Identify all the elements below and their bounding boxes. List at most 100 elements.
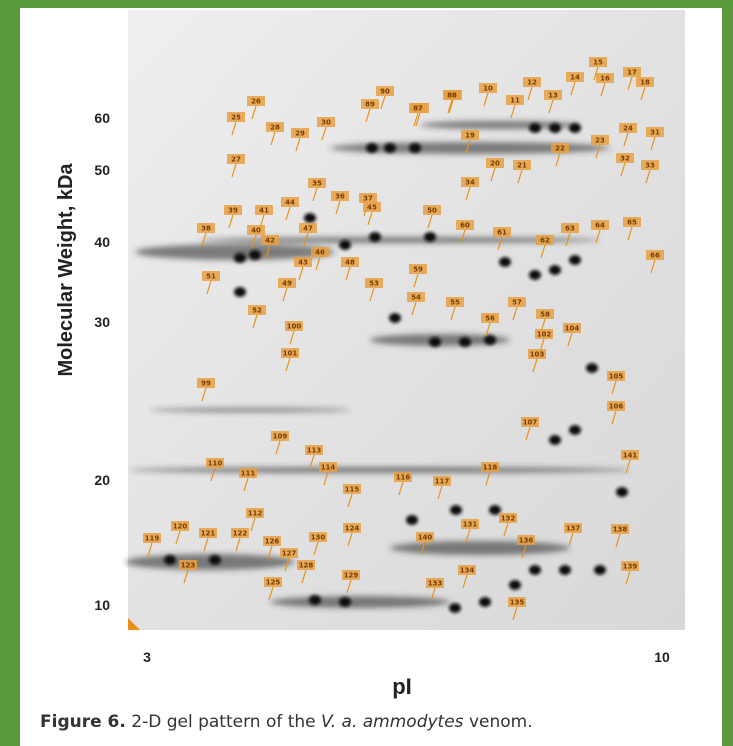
- spot-label: 34: [465, 179, 475, 187]
- spot-label: 109: [273, 433, 288, 441]
- spot: [509, 580, 521, 590]
- spot-label: 43: [298, 259, 308, 267]
- spot-label: 139: [623, 563, 638, 571]
- spot: [484, 335, 496, 345]
- spot-label: 132: [501, 515, 516, 523]
- spot-label: 103: [530, 351, 545, 359]
- spot: [449, 603, 461, 613]
- spot-label: 63: [565, 225, 575, 233]
- spot-label: 11: [510, 97, 520, 105]
- x-tick-label: 10: [654, 649, 670, 665]
- figure: 1516171814121310119826252829273089908788…: [0, 0, 733, 746]
- spot-label: 111: [241, 470, 256, 478]
- spot-label: 127: [282, 550, 297, 558]
- spot: [369, 232, 381, 242]
- streak: [130, 467, 630, 473]
- spot: [569, 255, 581, 265]
- spot-label: 128: [299, 562, 314, 570]
- spot: [479, 597, 491, 607]
- spot-label: 104: [565, 325, 580, 333]
- spot: [304, 213, 316, 223]
- spot-label: 28: [270, 124, 280, 132]
- spot: [366, 143, 378, 153]
- spot: [209, 555, 221, 565]
- spot: [616, 487, 628, 497]
- spot-label: 65: [627, 219, 637, 227]
- spot: [389, 313, 401, 323]
- spot-label: 12: [527, 79, 537, 87]
- y-tick-label: 60: [94, 110, 110, 126]
- spot-label: 89: [365, 101, 375, 109]
- streak: [150, 408, 350, 412]
- spot-label: 130: [311, 534, 326, 542]
- spot-label: 21: [517, 162, 527, 170]
- spot: [339, 240, 351, 250]
- x-axis-label: pI: [392, 674, 412, 699]
- spot: [249, 250, 261, 260]
- spot: [559, 565, 571, 575]
- spot-label: 125: [266, 579, 281, 587]
- spot-label: 131: [463, 521, 478, 529]
- page: {"figure": { "y_axis_label": "Molecular …: [0, 0, 733, 746]
- y-tick-label: 30: [94, 314, 110, 330]
- spot: [339, 597, 351, 607]
- spot-label: 37: [363, 195, 373, 203]
- spot-label: 87: [413, 105, 423, 113]
- spot-label: 46: [315, 249, 325, 257]
- caption-text: venom.: [469, 712, 533, 732]
- spot-label: 90: [380, 88, 390, 96]
- spot-label: 52: [252, 307, 262, 315]
- spot-label: 26: [251, 98, 261, 106]
- spot: [549, 123, 561, 133]
- spot-label: 64: [595, 222, 605, 230]
- spot-label: 100: [287, 323, 302, 331]
- caption-text: 2-D gel pattern of the: [131, 712, 315, 732]
- spot: [529, 123, 541, 133]
- spot-label: 36: [335, 193, 345, 201]
- spot: [234, 287, 246, 297]
- spot-label: 123: [181, 562, 196, 570]
- caption-species: V. a. ammodytes: [321, 712, 463, 732]
- spot-label: 138: [613, 526, 628, 534]
- y-tick-label: 20: [94, 472, 110, 488]
- spot-label: 122: [233, 530, 248, 538]
- spot-label: 118: [483, 464, 498, 472]
- spot-label: 27: [231, 156, 241, 164]
- spot: [529, 270, 541, 280]
- spot-label: 40: [251, 227, 261, 235]
- spot: [424, 232, 436, 242]
- spot: [164, 555, 176, 565]
- spot-label: 16: [600, 75, 610, 83]
- spot: [569, 123, 581, 133]
- streak: [390, 541, 570, 555]
- spot-label: 47: [303, 225, 313, 233]
- spot-label: 25: [231, 114, 241, 122]
- spot: [429, 337, 441, 347]
- spot-label: 35: [312, 180, 322, 188]
- spot-label: 49: [282, 280, 292, 288]
- spot-label: 62: [540, 237, 550, 245]
- caption-label: Figure 6.: [40, 712, 126, 732]
- spot-label: 22: [555, 145, 565, 153]
- spot-label: 31: [650, 129, 660, 137]
- spot-label: 45: [367, 204, 377, 212]
- spot-label: 13: [548, 92, 558, 100]
- spot-label: 10: [483, 85, 493, 93]
- spot-label: 99: [201, 380, 211, 388]
- spot: [409, 143, 421, 153]
- y-tick-label: 40: [94, 234, 110, 250]
- spot-label: 53: [369, 280, 379, 288]
- spot-label: 61: [497, 229, 507, 237]
- spot: [549, 435, 561, 445]
- spot: [586, 363, 598, 373]
- spot-label: 105: [609, 373, 624, 381]
- spot-label: 124: [345, 525, 360, 533]
- spot-label: 133: [428, 580, 443, 588]
- spot-label: 23: [595, 137, 605, 145]
- spot-label: 29: [295, 130, 305, 138]
- spot-label: 102: [537, 331, 552, 339]
- spot-label: 135: [510, 599, 525, 607]
- spot-label: 114: [321, 464, 336, 472]
- spot-label: 58: [540, 311, 550, 319]
- spot: [384, 143, 396, 153]
